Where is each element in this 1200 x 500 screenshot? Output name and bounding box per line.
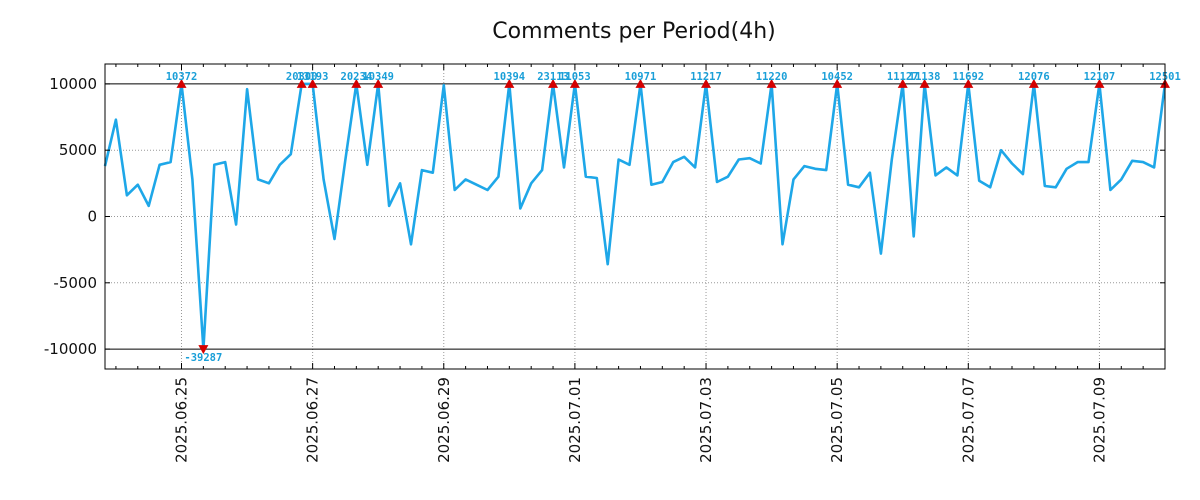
series-line-comments [103,82,1167,351]
peak-label: 11692 [952,71,984,83]
peak-label: 11217 [690,71,722,83]
peak-marker [373,78,384,88]
x-tick-label: 2025.07.03 [697,377,715,463]
peak-label: 11220 [756,71,788,83]
peak-label: 13193 [297,71,329,83]
peak-label: 10971 [625,71,657,83]
chart-title: Comments per Period(4h) [492,19,776,44]
peak-marker [766,78,777,88]
peak-label: 12076 [1018,71,1050,83]
peak-marker [701,78,712,88]
x-axis: 2025.06.25 2025.06.27 2025.06.29 2025.07.01… [115,64,1166,463]
peak-label: 23113 [537,71,569,83]
x-tick-label: 2025.07.01 [566,377,584,463]
peak-marker [296,78,307,88]
x-tick-label: 2025.07.09 [1090,377,1108,463]
peak-label: -39287 [184,352,222,364]
peak-marker [176,78,187,88]
peak-marker [1094,78,1105,88]
peak-marker [1028,78,1039,88]
peak-marker [963,78,974,88]
x-tick-label: 2025.06.25 [172,377,190,463]
plot-frame [104,63,1166,370]
peak-marker [569,78,580,88]
y-tick-label: 0 [87,208,97,226]
peak-label: 12107 [1084,71,1116,83]
clip-reference-lines [105,83,1165,350]
peak-label: 20234 [341,71,373,83]
peak-label: 10394 [494,71,526,83]
peak-marker [548,78,559,88]
peak-marker [635,78,646,88]
x-tick-label: 2025.06.27 [304,377,322,463]
peak-marker [307,78,318,88]
y-tick-label: 5000 [59,141,97,159]
y-tick-label: 10000 [49,75,97,93]
x-tick-label: 2025.06.29 [435,377,453,463]
peak-label: 10349 [362,71,394,83]
y-tick-label: -10000 [44,340,97,358]
peak-marker [351,78,362,88]
peak-marker [919,78,930,88]
peak-label: 11127 [887,71,919,83]
peak-label: 11138 [909,71,941,83]
peak-markers [176,78,1170,355]
x-tick-label: 2025.07.07 [959,377,977,463]
y-tick-label: -5000 [53,274,97,292]
series-layer [103,82,1167,351]
peak-marker [832,78,843,88]
peak-label: 11053 [559,71,591,83]
y-axis: 10000 5000 0 -5000 -10000 [44,75,1165,358]
x-tick-label: 2025.07.05 [828,377,846,463]
grid-lines [105,64,1165,369]
peak-label: 10452 [821,71,853,83]
peak-marker [198,345,209,355]
peak-label: 10372 [166,71,198,83]
peak-marker [897,78,908,88]
peak-marker [504,78,515,88]
peak-label: 20300 [286,71,318,83]
